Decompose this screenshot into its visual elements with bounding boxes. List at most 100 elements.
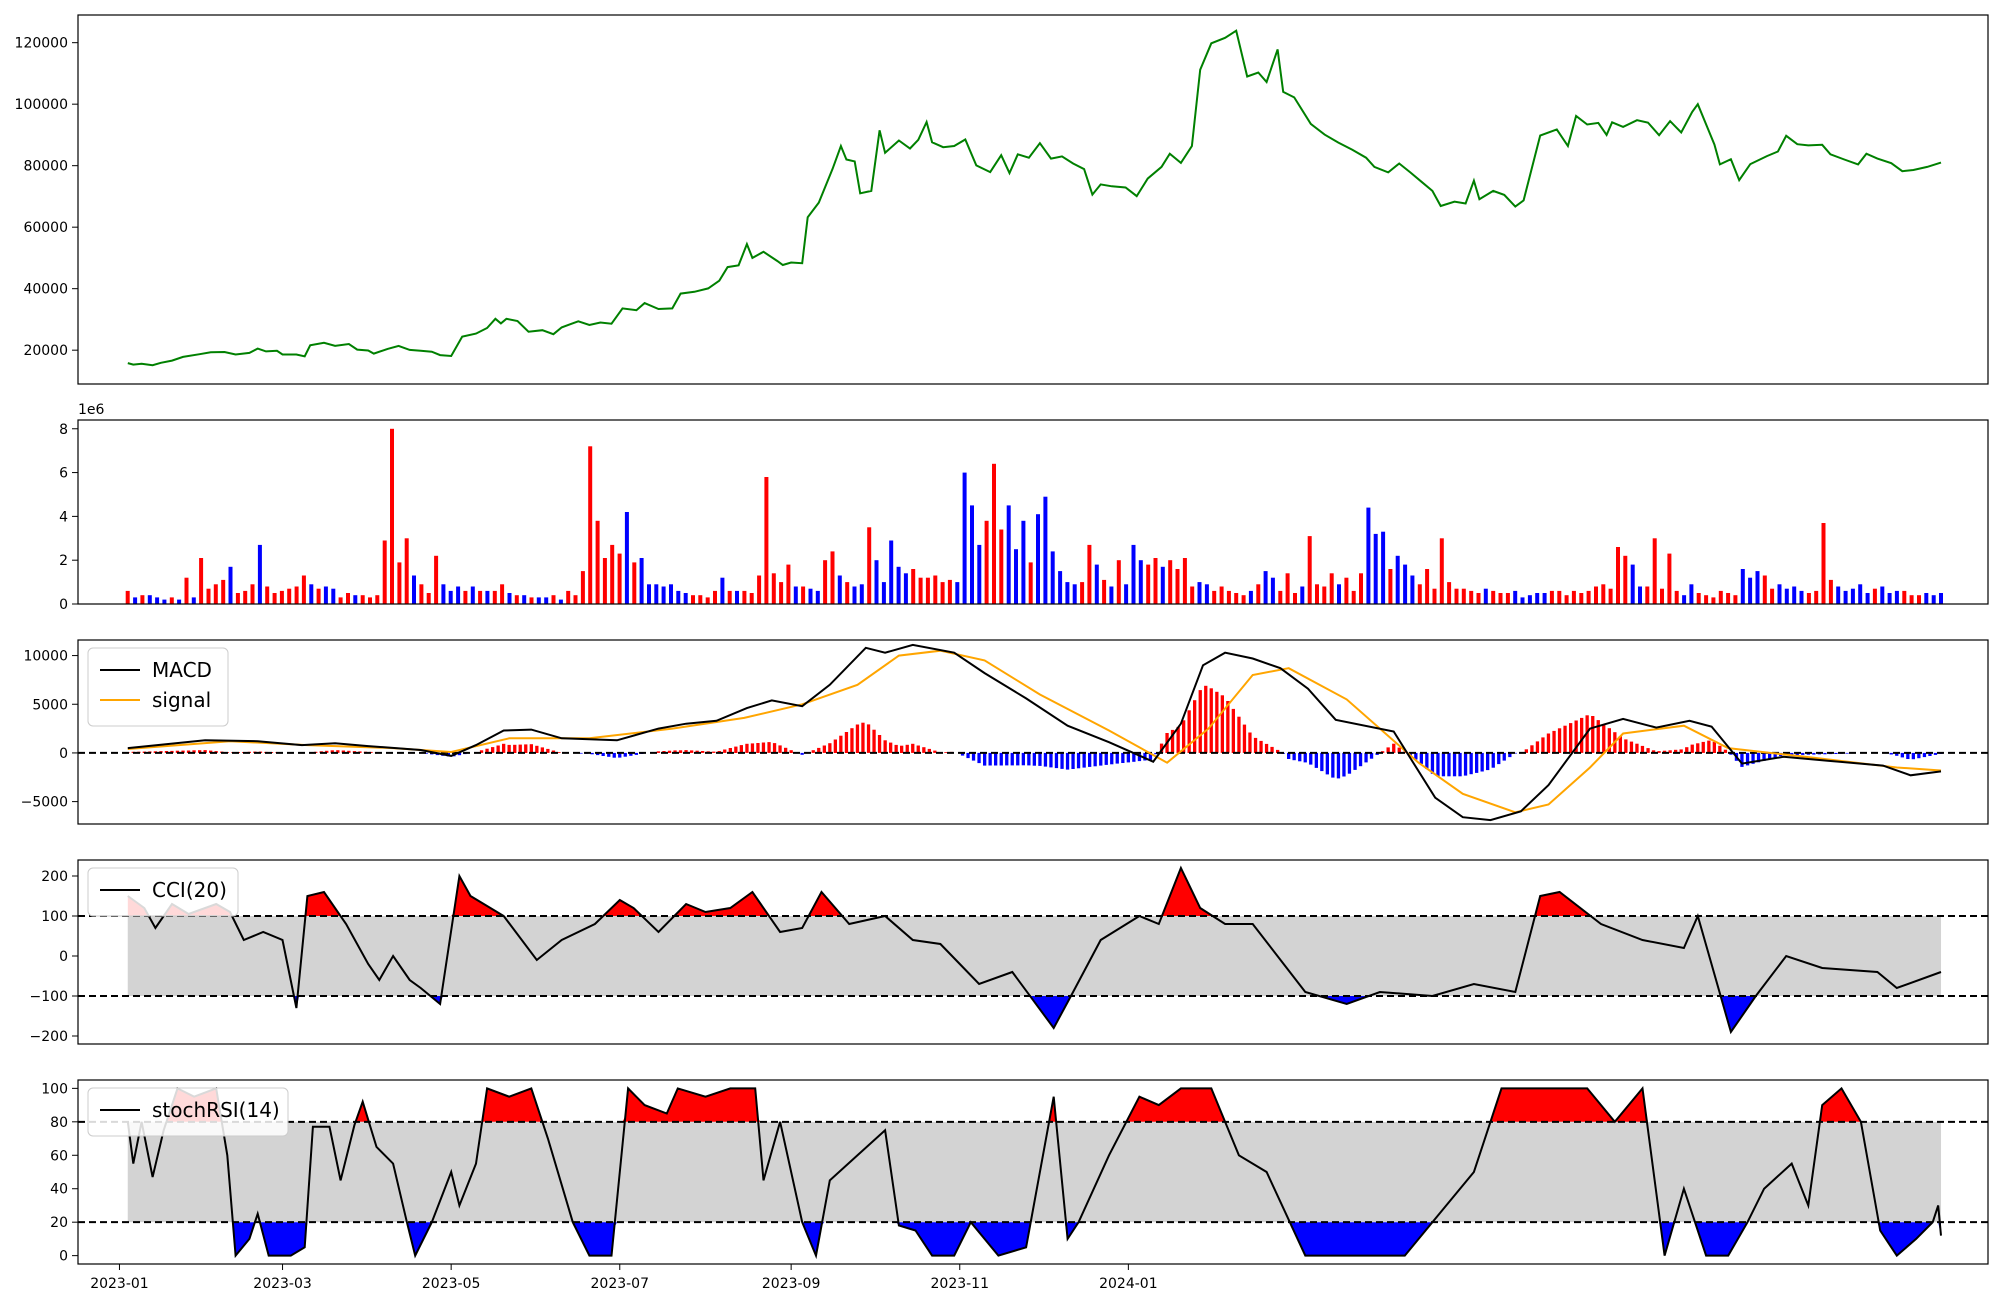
macd-histogram-bar — [1480, 752, 1484, 772]
volume-bar — [368, 597, 372, 604]
macd-histogram-bar — [1541, 737, 1545, 753]
y-tick-label: 8 — [59, 422, 68, 438]
macd-histogram-bar — [723, 749, 727, 753]
macd-histogram-bar — [1569, 723, 1573, 753]
macd-histogram-bar — [1756, 752, 1761, 763]
macd-histogram-bar — [1414, 752, 1418, 760]
y-tick-label: −200 — [30, 1029, 68, 1045]
macd-histogram-bar — [828, 743, 832, 753]
macd-histogram-bar — [673, 750, 677, 753]
volume-bar — [1527, 595, 1532, 604]
volume-bar — [1586, 590, 1591, 604]
volume-bar — [434, 555, 439, 604]
volume-bar — [1344, 577, 1349, 604]
volume-bar — [1682, 595, 1687, 604]
macd-histogram-bar — [1591, 716, 1595, 753]
macd-histogram-bar — [1204, 685, 1208, 753]
macd-histogram-bar — [1557, 728, 1562, 753]
macd-histogram-bar — [1662, 750, 1667, 753]
macd-histogram-bar — [1270, 746, 1274, 753]
volume-bar — [713, 590, 717, 604]
macd-histogram-bar — [1745, 752, 1750, 766]
macd-histogram-bar — [817, 747, 821, 753]
macd-histogram-bar — [1701, 741, 1705, 753]
macd-histogram-bar — [1076, 752, 1081, 769]
volume-bar — [1616, 547, 1620, 604]
macd-histogram-bar — [916, 745, 920, 753]
macd-histogram-bar — [540, 747, 544, 753]
volume-bar — [1652, 538, 1657, 604]
volume-bar — [1476, 593, 1481, 604]
volume-bar — [1417, 584, 1422, 604]
volume-bar — [360, 595, 365, 604]
volume-bar — [1726, 593, 1731, 604]
macd-histogram-bar — [1430, 752, 1435, 774]
macd-histogram-bar — [1640, 745, 1645, 753]
macd-histogram-bar — [479, 750, 484, 753]
price-panel: 20000 40000 60000 80000 100000 120000 — [15, 14, 1989, 385]
volume-bar — [1447, 582, 1452, 604]
axes-frame — [77, 419, 1989, 605]
volume-bar — [1102, 579, 1107, 604]
macd-histogram-bar — [1618, 736, 1622, 753]
y-tick-label: 0 — [59, 746, 68, 762]
macd-histogram-bar — [491, 747, 495, 753]
volume-bar — [786, 564, 791, 604]
signal-line — [127, 649, 1942, 814]
volume-bar — [1226, 590, 1231, 604]
macd-histogram-bar — [922, 747, 926, 753]
macd-histogram-bar — [866, 724, 871, 753]
macd-histogram-bar — [855, 724, 860, 753]
volume-bar — [470, 586, 475, 604]
volume-bar — [162, 599, 167, 604]
macd-histogram-bar — [1552, 730, 1556, 753]
volume-bar — [1043, 496, 1048, 604]
macd-histogram-bar — [960, 752, 965, 756]
volume-bar — [301, 575, 306, 604]
macd-histogram-bar — [734, 746, 738, 753]
macd-histogram-bar — [596, 752, 600, 756]
macd-histogram-bar — [1259, 740, 1263, 753]
volume-bar — [1124, 584, 1129, 604]
volume-bar — [1836, 586, 1841, 604]
macd-histogram-bar — [336, 750, 340, 753]
y-tick-label: 100 — [41, 909, 68, 925]
macd-histogram-bar — [1513, 752, 1517, 754]
volume-bar — [265, 586, 270, 604]
macd-histogram-bar — [1447, 752, 1451, 777]
macd-histogram-bar — [1392, 743, 1396, 753]
macd-histogram-bar — [579, 752, 583, 754]
macd-histogram-bar — [457, 752, 462, 756]
axes-frame — [77, 1079, 1989, 1265]
volume-bar — [140, 595, 145, 604]
overbought-fill — [127, 1088, 1941, 1122]
volume-bar — [698, 595, 703, 604]
volume-bar — [1696, 593, 1701, 604]
axis-scale-label: 1e6 — [78, 402, 105, 418]
volume-bar — [1182, 558, 1187, 604]
volume-bar — [727, 590, 732, 604]
volume-bar — [757, 575, 762, 604]
volume-bar — [1337, 584, 1341, 604]
volume-bar — [735, 590, 739, 604]
macd-histogram-bar — [618, 752, 622, 758]
volume-bar — [984, 520, 989, 604]
volume-bar — [852, 586, 857, 604]
volume-bar — [478, 590, 483, 604]
macd-histogram-bar — [1906, 752, 1910, 759]
volume-bar — [1461, 588, 1466, 604]
macd-histogram-bar — [1723, 749, 1728, 753]
volume-bar — [544, 597, 549, 604]
volume-bar — [1234, 593, 1239, 604]
macd-histogram-bar — [1469, 752, 1473, 775]
volume-bar — [1439, 538, 1444, 604]
macd-histogram-bar — [1762, 752, 1766, 761]
macd-histogram-bar — [1419, 752, 1423, 764]
volume-bar — [1689, 584, 1694, 604]
volume-bar — [1168, 560, 1173, 604]
macd-histogram-bar — [656, 751, 661, 753]
macd-histogram-bar — [1121, 752, 1125, 763]
macd-histogram-bar — [1917, 752, 1921, 759]
volume-bar — [1204, 584, 1209, 604]
x-tick-label: 2023-03 — [253, 1276, 312, 1292]
